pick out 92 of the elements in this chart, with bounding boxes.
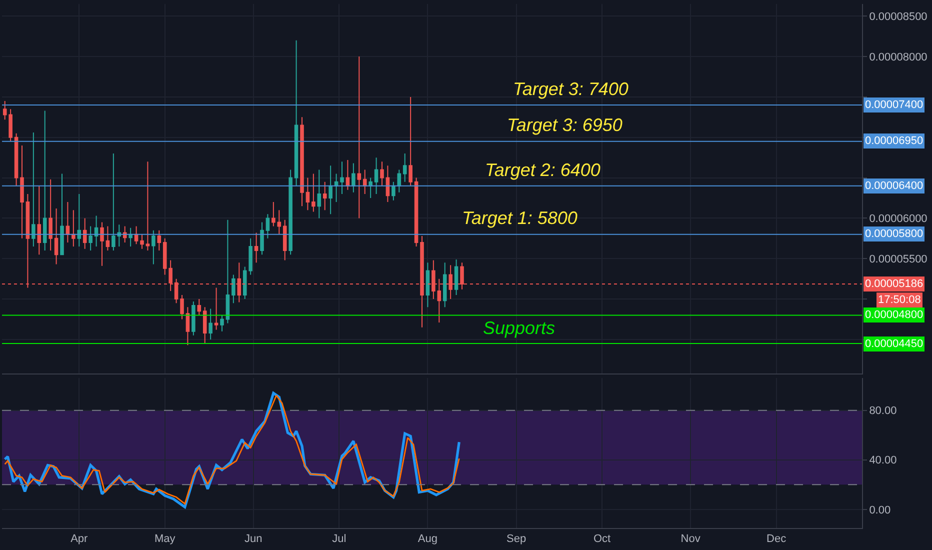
candlestick [306,177,310,211]
candlestick [300,116,304,207]
candlestick [82,218,87,250]
ref-line-label: 0.00004450 [865,338,924,350]
candlestick [408,96,412,186]
candlestick [140,234,144,250]
candlestick [386,165,390,203]
x-tick-label: Dec [766,533,787,546]
candlestick [322,181,327,211]
ref-line-label: 0.00005186 [865,278,924,290]
candlestick [186,306,190,346]
x-tick-label: Oct [593,533,611,546]
candlestick [14,132,18,186]
candlestick [220,314,224,332]
candlestick [37,185,42,256]
candlestick [282,219,287,261]
candlestick [60,173,64,256]
y-tick-label: 0.00 [869,504,891,516]
candlestick [232,274,236,304]
candlestick [122,226,127,243]
annotation: Supports [483,318,556,338]
candlestick [54,208,58,265]
candlestick [454,258,458,296]
candlestick [374,157,378,194]
candlestick [214,287,218,330]
candlestick [66,202,70,243]
y-tick-label: 0.00008000 [869,51,928,64]
x-tick-label: Sep [506,533,526,546]
text: 17:50:08 [878,294,921,306]
candlestick [357,56,362,219]
candlestick [32,132,36,248]
annotation: Target 3: 6950 [507,115,622,135]
candlestick [106,226,110,252]
candlestick [266,214,270,239]
candlestick [334,173,338,203]
candlestick [328,165,332,215]
x-tick-label: Jul [332,533,346,546]
candlestick [100,222,104,266]
y-tick-label: 80.00 [869,405,897,418]
candlestick [146,161,150,252]
candlestick [426,262,430,308]
candlestick [202,306,207,344]
annotation: Target 1: 5800 [462,208,578,228]
candlestick [208,308,212,340]
candlestick [294,40,298,186]
candlestick [340,161,344,194]
ref-line-label: 0.00006400 [865,180,924,192]
ref-line-label: 0.00005800 [865,228,924,240]
candlestick [134,226,138,245]
candlestick [152,230,156,265]
annotation: Target 3: 7400 [513,79,628,99]
candlestick [312,173,316,212]
y-tick-label: 0.00008500 [869,10,928,23]
candlestick [288,169,292,256]
candlestick [346,160,350,190]
candlestick [128,227,132,248]
candlestick [362,169,367,194]
candlestick [380,161,384,186]
candlestick [402,153,407,182]
candlestick [442,262,447,308]
x-tick-label: Nov [680,533,701,546]
candlestick [77,193,82,248]
candlestick [368,177,372,199]
candlestick [192,300,196,336]
candlestick [317,169,322,219]
candlestick [392,181,396,201]
candlestick [180,294,184,320]
ref-line-label: 0.00006950 [865,135,924,147]
annotation: Target 2: 6400 [485,160,600,180]
x-tick-label: Apr [70,533,88,546]
candlestick [48,178,52,252]
y-tick-label: 0.00006000 [869,213,928,226]
candlestick [94,215,98,248]
candlestick [88,226,92,252]
x-tick-label: May [154,533,176,546]
candlestick [414,177,418,248]
candlestick [254,232,258,264]
y-tick-label: 0.00005500 [869,253,928,266]
candlestick [397,169,402,193]
candlestick [157,230,162,252]
x-tick-label: Jun [244,533,262,546]
candlestick [260,222,264,256]
candlestick [42,110,47,252]
candlestick [352,162,356,193]
x-tick-label: Aug [418,533,438,546]
candlestick [20,144,24,239]
ref-line-label: 0.00004800 [865,309,924,321]
y-tick-label: 40.00 [869,454,897,467]
candlestick [197,298,202,316]
candlestick [226,219,230,324]
ref-line-label: 0.00007400 [865,99,924,111]
candlestick [72,210,76,248]
